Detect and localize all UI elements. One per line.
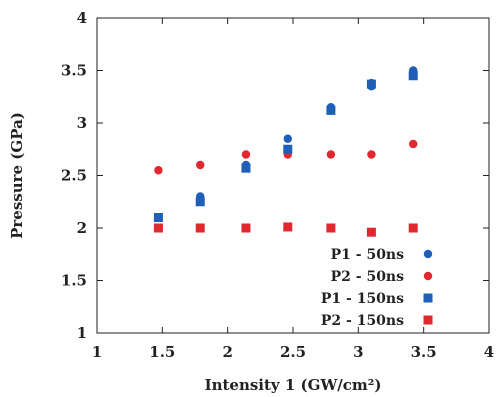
y-tick-label: 3 [77,114,87,132]
y-tick-label: 2 [77,219,87,237]
series-3 [153,71,418,222]
point-square-4-5 [326,223,336,233]
y-tick-label: 2.5 [61,167,87,185]
series-4 [153,222,418,237]
legend-label: P2 - 150ns [321,313,404,329]
point-square-3-5 [326,105,336,115]
x-axis-title: Intensity 1 (GW/cm²) [205,376,382,394]
plot-frame [96,17,490,334]
x-tick-label: 1 [92,343,102,361]
point-square-3-7 [408,71,418,81]
point-circle-2-1 [154,166,163,175]
legend-marker [423,315,433,325]
legend-label: P1 - 150ns [321,291,404,307]
x-tick-label: 2 [222,343,232,361]
y-tick-label: 3.5 [61,62,87,80]
y-tick-label: 1.5 [61,272,87,290]
point-square-4-3 [241,223,251,233]
legend-label: P1 - 50ns [331,247,404,263]
y-tick-label: 1 [77,324,87,342]
data-points [153,66,418,237]
point-square-4-2 [195,223,205,233]
x-axis: 1 1.5 2 2.5 3 3.5 4 [92,18,494,361]
point-square-4-1 [153,223,163,233]
point-circle-2-2 [196,160,205,170]
point-square-4-6 [366,227,376,237]
point-circle-2-6 [367,150,376,159]
point-circle-2-5 [326,150,336,159]
legend-marker [423,293,433,303]
legend-marker [423,271,433,281]
point-circle-2-7 [409,139,418,149]
series-1 [154,66,418,222]
legend: P1 - 50ns P2 - 50ns P1 - 150ns P2 - 150ns [321,247,433,329]
point-square-4-4 [283,222,293,232]
point-square-3-6 [366,79,376,89]
point-circle-2-3 [241,150,251,159]
point-circle-1-6 [283,134,292,143]
x-tick-label: 4 [484,343,494,361]
x-tick-label: 3.5 [411,343,437,361]
y-axis-title: Pressure (GPa) [8,112,26,239]
legend-label: P2 - 50ns [331,269,404,285]
y-axis: 1 1.5 2 2.5 3 3.5 4 [61,9,489,342]
point-square-3-3 [241,163,251,173]
point-square-3-4 [283,144,293,154]
point-square-4-7 [408,223,418,233]
x-tick-label: 1.5 [149,343,175,361]
x-tick-label: 3 [353,343,363,361]
y-tick-label: 4 [77,9,87,27]
legend-marker [423,249,433,259]
x-tick-label: 2.5 [280,343,306,361]
point-square-3-2 [195,197,205,207]
point-square-3-1 [153,213,163,222]
